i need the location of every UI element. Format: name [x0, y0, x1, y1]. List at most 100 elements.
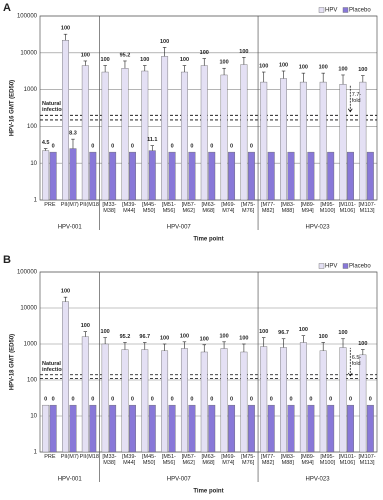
seropositivity-label: 0	[111, 397, 114, 403]
seropositivity-label: 0	[131, 397, 134, 403]
x-tick-label-box: PII(M7)	[61, 202, 79, 208]
bar	[141, 70, 149, 201]
bar	[62, 39, 69, 201]
seropositivity-label: 0	[111, 144, 114, 150]
fold-label-box: 6.5-fold	[351, 354, 362, 367]
x-tick-label-box: [M45-M50]	[142, 202, 156, 214]
bar	[168, 151, 176, 201]
seropositivity-label: 0	[230, 397, 233, 403]
x-tick-label: PII(M18)	[79, 202, 100, 208]
x-tick-label-box: [M69-M74]	[221, 202, 235, 214]
seropositivity-label: 100	[239, 335, 248, 341]
seropositivity-label: 0	[210, 397, 213, 403]
seropositivity-label: 100	[81, 52, 90, 58]
x-tick-label: [M33-M38]	[102, 454, 117, 466]
y-tick-label: 1000	[24, 87, 38, 93]
x-tick-label: [M45-M50]	[141, 454, 157, 466]
bar	[121, 68, 129, 201]
bar	[220, 348, 228, 453]
seropositivity-label: 100	[61, 289, 70, 295]
x-tick-label-box: [M89-M94]	[301, 202, 315, 214]
seropositivity-label: 0	[171, 144, 174, 150]
x-tick-label-box: [M101-M106]	[339, 454, 356, 466]
bar	[280, 347, 287, 453]
seropositivity-label: 0	[190, 144, 193, 150]
bar	[69, 148, 77, 201]
y-tick-label: 100000	[17, 14, 38, 20]
x-tick-label: [M89-M94]	[300, 454, 315, 466]
legend-swatch	[318, 7, 325, 13]
legend-swatch	[342, 7, 349, 13]
legend-label: HPV	[325, 8, 337, 14]
seropositivity-label: 100	[61, 26, 70, 32]
x-tick-label: [M75-M76]	[241, 454, 256, 466]
bar	[180, 71, 188, 201]
bar	[319, 350, 327, 453]
bar	[180, 348, 188, 453]
seropositivity-label: 0	[91, 144, 94, 150]
seropositivity-label: 0	[52, 397, 55, 403]
y-tick-label: 10000	[20, 306, 37, 312]
fold-label: 7.7-fold	[351, 91, 362, 104]
bar	[89, 404, 97, 453]
seropositivity-label: 100	[319, 65, 328, 71]
y-tick-label: 100	[27, 124, 38, 130]
seropositivity-label: 0	[250, 397, 253, 403]
seropositivity-label: 100	[200, 50, 209, 56]
bar	[247, 151, 255, 201]
bar	[280, 78, 287, 201]
bar	[307, 151, 315, 201]
x-tick-label: [M77-M82]	[260, 454, 275, 466]
x-tick-label: [M83-M88]	[280, 202, 295, 214]
x-tick-label-box: PRE	[44, 454, 55, 460]
bar	[267, 151, 275, 201]
seropositivity-label: 100	[259, 329, 268, 335]
bar	[287, 151, 295, 201]
y-tick-label: 1	[34, 450, 38, 456]
group-label: HPV-007	[167, 225, 192, 231]
seropositivity-label: 4.5	[42, 140, 50, 146]
y-tick-label: 100	[27, 378, 38, 384]
seropositivity-label: 96.7	[278, 330, 289, 336]
bar	[89, 151, 97, 201]
group-label: HPV-007	[167, 477, 192, 483]
seropositivity-label: 95.2	[120, 334, 131, 340]
bar	[62, 301, 69, 453]
bar	[101, 343, 109, 453]
x-tick-label: [M95-M100]	[319, 454, 336, 466]
seropositivity-label: 0	[131, 144, 134, 150]
bar	[260, 81, 268, 201]
seropositivity-label: 96.7	[139, 334, 150, 340]
seropositivity-label: 100	[259, 63, 268, 69]
seropositivity-label: 100	[180, 333, 189, 339]
x-tick-label-box: [M107-M113]	[359, 454, 376, 466]
bar	[49, 404, 57, 453]
y-tick-label: 1	[34, 198, 38, 204]
seropositivity-label: 100	[299, 327, 308, 333]
x-tick-label: [M39-M44]	[122, 202, 137, 214]
group-label: HPV-023	[306, 477, 331, 483]
x-tick-label-box: [M75-M76]	[241, 454, 256, 466]
fold-label: 6.5-fold	[351, 354, 362, 367]
x-tick-label-box: PII(M18)	[80, 454, 100, 460]
x-tick-label: [M83-M88]	[280, 454, 295, 466]
x-tick-label: [M51-M56]	[161, 202, 176, 214]
seropositivity-label: 0	[210, 144, 213, 150]
seropositivity-label: 0	[91, 397, 94, 403]
bar	[81, 336, 89, 453]
x-tick-label: [M57-M62]	[181, 202, 196, 214]
x-tick-label: [M39-M44]	[122, 454, 137, 466]
bar	[299, 81, 307, 201]
legend-label: Placebo	[349, 8, 371, 14]
x-tick-label-box: [M95-M100]	[319, 202, 336, 214]
seropositivity-label: 100	[219, 333, 228, 339]
seropositivity-label: 100	[160, 39, 169, 45]
group-label: HPV-023	[306, 225, 331, 231]
x-tick-label: [M95-M100]	[319, 202, 336, 214]
legend-swatch	[318, 263, 325, 269]
bar	[129, 404, 136, 453]
panel-letter: A	[3, 2, 11, 14]
x-tick-label-box: [M33-M38]	[102, 454, 117, 466]
seropositivity-label: 0	[270, 397, 273, 403]
